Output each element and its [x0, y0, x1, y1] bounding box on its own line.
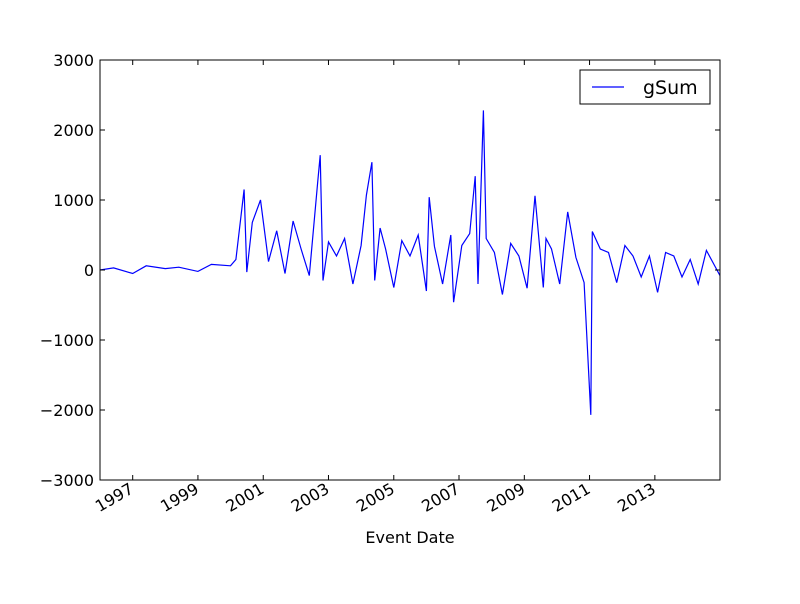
x-tick-label: 1999: [157, 479, 202, 516]
x-tick-label: 2009: [484, 479, 529, 516]
y-tick-label: 0: [84, 261, 94, 280]
legend-label: gSum: [643, 77, 698, 99]
x-tick-label: 2001: [222, 479, 267, 516]
legend: gSum: [579, 69, 711, 105]
y-tick-label: −2000: [40, 401, 94, 420]
x-tick-label: 2011: [549, 479, 594, 516]
x-tick-label: 2013: [614, 479, 659, 516]
y-tick-label: 3000: [53, 51, 94, 70]
x-tick-label: 2007: [418, 479, 463, 516]
y-tick-label: 2000: [53, 121, 94, 140]
y-tick-label: −1000: [40, 331, 94, 350]
series-line-gSum: [99, 110, 721, 415]
y-tick-label: 1000: [53, 191, 94, 210]
x-tick-label: 2005: [353, 479, 398, 516]
x-tick-label: 2003: [288, 479, 333, 516]
x-axis-label: Event Date: [365, 528, 454, 547]
y-tick-label: −3000: [40, 471, 94, 490]
x-tick-label: 1997: [92, 479, 137, 516]
plot-layer: [99, 110, 721, 415]
